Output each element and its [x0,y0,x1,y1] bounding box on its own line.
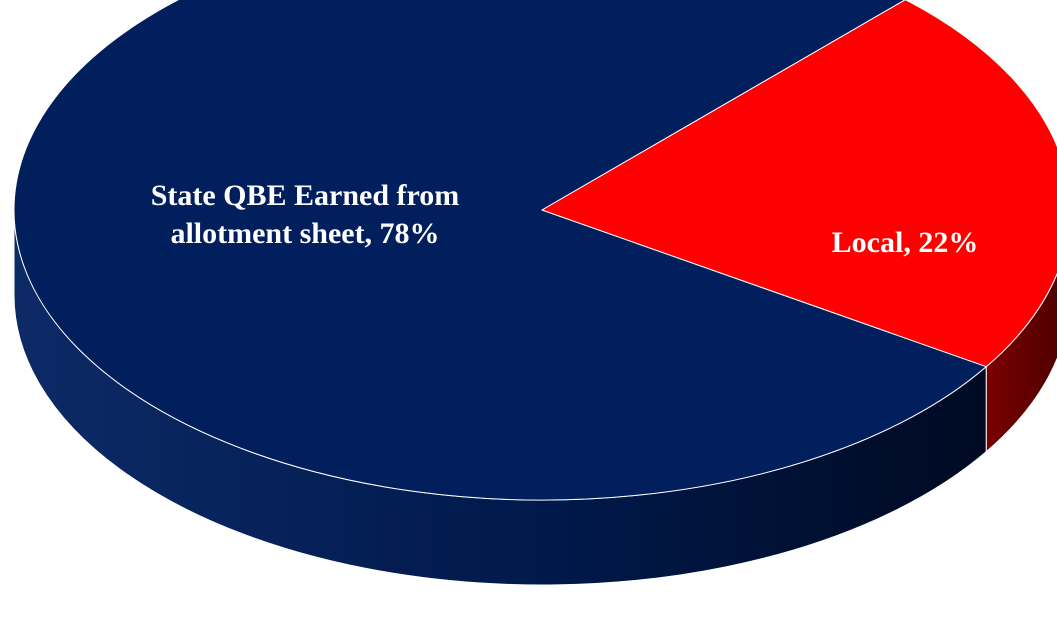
slice-state-qbe-earned-from-allotment-sheet [13,0,987,501]
slice-side-local [985,272,1057,453]
slice-local [541,0,1057,368]
slice-label-state-qbe: State QBE Earned from allotment sheet, 7… [150,179,460,250]
slice-label-local: Local, 22% [831,226,979,259]
